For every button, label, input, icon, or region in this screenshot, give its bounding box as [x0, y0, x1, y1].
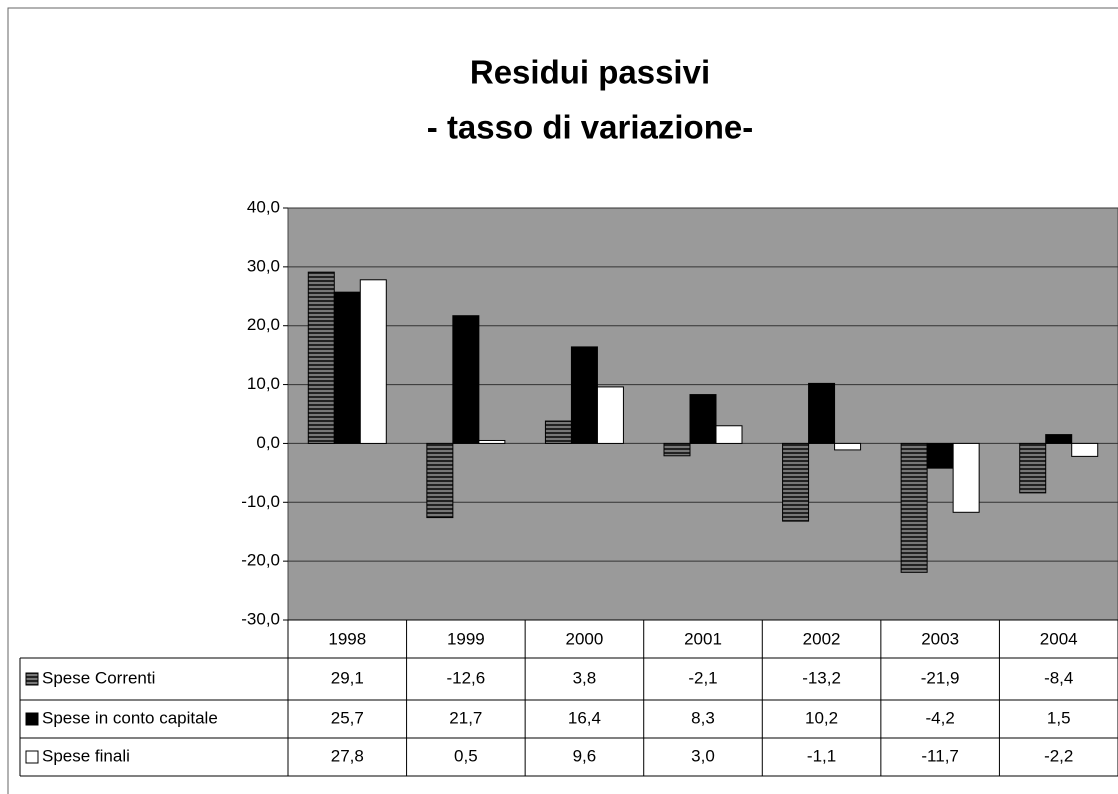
x-tick-label: 1999 — [447, 629, 485, 648]
x-tick-label: 2001 — [684, 629, 722, 648]
x-tick-label: 1998 — [328, 629, 366, 648]
bar — [926, 442, 954, 469]
bar — [689, 394, 717, 444]
bar — [452, 315, 480, 444]
table-value: 10,2 — [805, 708, 838, 727]
x-tick-label: 2004 — [1040, 629, 1078, 648]
chart-subtitle: - tasso di variazione- — [427, 109, 753, 146]
table-value: 16,4 — [568, 708, 601, 727]
table-value: -21,9 — [921, 668, 960, 687]
y-tick-label: 10,0 — [247, 374, 280, 393]
bar — [808, 382, 836, 444]
bar — [663, 442, 691, 457]
y-tick-label: -20,0 — [241, 551, 280, 570]
bar — [715, 425, 743, 444]
table-value: -12,6 — [446, 668, 485, 687]
table-value: 8,3 — [691, 708, 715, 727]
bar — [570, 346, 598, 444]
table-value: 3,0 — [691, 746, 715, 765]
table-value: -2,1 — [688, 668, 717, 687]
table-value: 0,5 — [454, 746, 478, 765]
bar — [782, 442, 810, 522]
table-value: -13,2 — [802, 668, 841, 687]
table-value: 3,8 — [573, 668, 597, 687]
table-value: 29,1 — [331, 668, 364, 687]
table-value: 25,7 — [331, 708, 364, 727]
bar — [333, 291, 361, 444]
table-value: -1,1 — [807, 746, 836, 765]
table-value: -4,2 — [925, 708, 954, 727]
table-value: -8,4 — [1044, 668, 1073, 687]
legend-label: Spese in conto capitale — [42, 708, 218, 727]
table-value: -11,7 — [921, 746, 959, 765]
bar — [307, 271, 335, 444]
y-tick-label: 40,0 — [247, 197, 280, 216]
bar — [1019, 442, 1047, 494]
legend-key — [25, 750, 39, 764]
table-value: -2,2 — [1044, 746, 1073, 765]
bar — [544, 420, 572, 444]
table-value: 21,7 — [449, 708, 482, 727]
bar — [478, 439, 506, 444]
chart-title: Residui passivi — [470, 54, 710, 91]
bar — [900, 442, 928, 573]
bar — [359, 279, 387, 444]
bar — [834, 442, 862, 451]
x-tick-label: 2000 — [566, 629, 604, 648]
bar — [952, 442, 980, 513]
bar — [1045, 434, 1073, 444]
y-tick-label: -10,0 — [241, 492, 280, 511]
y-tick-label: -30,0 — [241, 609, 280, 628]
bar — [426, 442, 454, 519]
y-tick-label: 20,0 — [247, 315, 280, 334]
table-value: 27,8 — [331, 746, 364, 765]
table-value: 9,6 — [573, 746, 597, 765]
legend-key — [25, 712, 39, 726]
bar — [1071, 442, 1099, 457]
legend-label: Spese Correnti — [42, 668, 155, 687]
bar — [596, 386, 624, 444]
legend-label: Spese finali — [42, 746, 130, 765]
y-tick-label: 0,0 — [256, 433, 280, 452]
legend-key — [25, 672, 39, 686]
x-tick-label: 2003 — [921, 629, 959, 648]
x-tick-label: 2002 — [803, 629, 841, 648]
y-tick-label: 30,0 — [247, 256, 280, 275]
table-value: 1,5 — [1047, 708, 1071, 727]
